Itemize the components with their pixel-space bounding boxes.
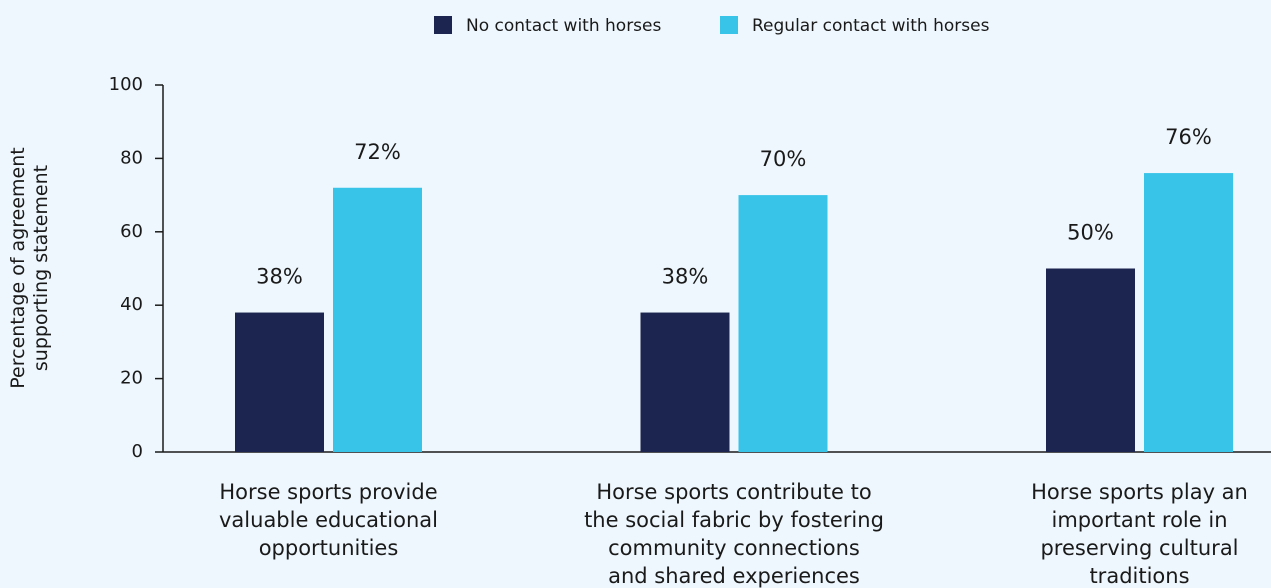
y-tick-label: 0 [132, 441, 143, 462]
legend-label: No contact with horses [466, 16, 661, 36]
bar [738, 195, 828, 452]
value-label: 70% [760, 147, 807, 171]
value-label: 72% [354, 140, 401, 164]
y-tick-label: 20 [120, 368, 143, 389]
bar [333, 187, 422, 452]
y-tick-label: 80 [120, 147, 143, 168]
y-axis-label: Percentage of agreement supporting state… [7, 147, 52, 389]
bar [235, 312, 324, 452]
x-tick-label: Horse sports play an important role in p… [1031, 480, 1248, 588]
x-tick-label: Horse sports provide valuable educationa… [219, 480, 438, 560]
y-tick-label: 40 [120, 294, 143, 315]
bar [640, 312, 730, 452]
value-label: 50% [1067, 221, 1114, 245]
bar [1144, 173, 1233, 452]
value-label: 76% [1165, 125, 1212, 149]
legend-swatch [720, 16, 738, 34]
value-label: 38% [256, 265, 303, 289]
y-tick-label: 100 [109, 74, 143, 95]
bar [1046, 268, 1135, 452]
x-tick-label: Horse sports contribute to the social fa… [584, 480, 884, 588]
value-label: 38% [662, 265, 709, 289]
legend-swatch [434, 16, 452, 34]
legend-label: Regular contact with horses [752, 16, 990, 36]
y-tick-label: 60 [120, 221, 143, 242]
